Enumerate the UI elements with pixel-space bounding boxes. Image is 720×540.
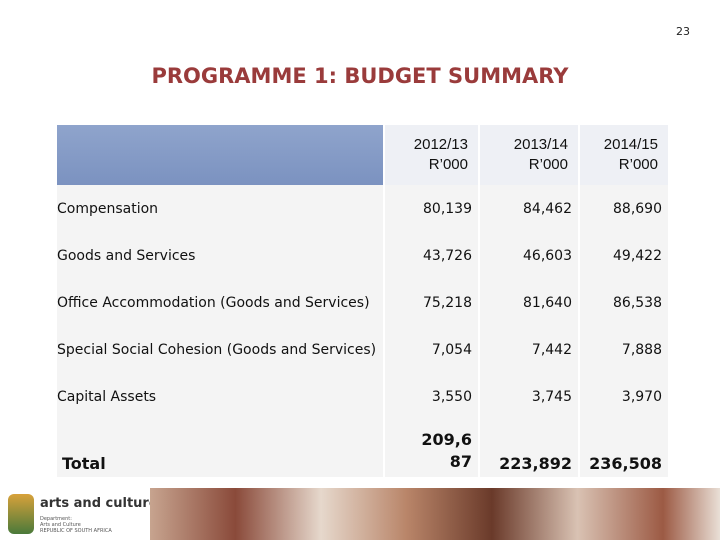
cell-value: 80,139 xyxy=(385,185,478,232)
row-label: Goods and Services xyxy=(57,232,383,279)
cell-value: 7,442 xyxy=(480,326,578,373)
header-year: 2013/14 xyxy=(513,136,568,153)
country: REPUBLIC OF SOUTH AFRICA xyxy=(40,528,112,534)
slide-title: PROGRAMME 1: BUDGET SUMMARY xyxy=(151,64,569,88)
cell-value: 75,218 xyxy=(385,279,478,326)
header-cell: 2013/14 R’000 xyxy=(480,125,578,185)
header-corner xyxy=(57,125,383,185)
coat-of-arms xyxy=(8,494,34,534)
wrapped-value: 209,687 xyxy=(421,430,472,471)
header-cell: 2014/15 R’000 xyxy=(580,125,668,185)
table-row: Total 209,687 223,892 236,508 xyxy=(57,420,668,477)
row-label: Special Social Cohesion (Goods and Servi… xyxy=(57,326,383,373)
header-cell: 2012/13 R’000 xyxy=(385,125,478,185)
cell-value: 209,687 xyxy=(385,420,478,477)
header-unit: R’000 xyxy=(428,156,468,173)
row-label: Office Accommodation (Goods and Services… xyxy=(57,279,383,326)
table-row: Compensation 80,139 84,462 88,690 xyxy=(57,185,668,232)
table-row: Goods and Services 43,726 46,603 49,422 xyxy=(57,232,668,279)
row-label: Capital Assets xyxy=(57,373,383,420)
header-unit: R’000 xyxy=(618,156,658,173)
cell-value: 223,892 xyxy=(480,420,578,477)
page-number: 23 xyxy=(676,25,690,38)
cell-value: 86,538 xyxy=(580,279,668,326)
cell-value: 3,970 xyxy=(580,373,668,420)
cell-value: 7,054 xyxy=(385,326,478,373)
cell-value: 88,690 xyxy=(580,185,668,232)
table-row: Capital Assets 3,550 3,745 3,970 xyxy=(57,373,668,420)
table-row: Office Accommodation (Goods and Services… xyxy=(57,279,668,326)
row-label: Compensation xyxy=(57,185,383,232)
header-unit: R’000 xyxy=(528,156,568,173)
cell-value: 236,508 xyxy=(580,420,668,477)
cell-value: 3,745 xyxy=(480,373,578,420)
cell-value: 3,550 xyxy=(385,373,478,420)
header-row: 2012/13 R’000 2013/14 R’000 2014/15 R’000 xyxy=(57,125,668,185)
budget-table: 2012/13 R’000 2013/14 R’000 2014/15 R’000 Com… xyxy=(55,125,670,477)
cell-value: 43,726 xyxy=(385,232,478,279)
cell-value: 46,603 xyxy=(480,232,578,279)
cell-value: 7,888 xyxy=(580,326,668,373)
row-label: Total xyxy=(57,420,383,477)
cell-value: 84,462 xyxy=(480,185,578,232)
cell-value: 81,640 xyxy=(480,279,578,326)
logo-text: arts and culture xyxy=(40,496,158,511)
header-year: 2014/15 xyxy=(603,136,658,153)
footer-images xyxy=(150,488,720,540)
department-name: Arts and Culture xyxy=(40,522,81,528)
footer: arts and culture Department: Arts and Cu… xyxy=(0,488,720,540)
cell-value: 49,422 xyxy=(580,232,668,279)
department-label: Department: xyxy=(40,516,72,522)
header-year: 2012/13 xyxy=(413,136,468,153)
table-row: Special Social Cohesion (Goods and Servi… xyxy=(57,326,668,373)
